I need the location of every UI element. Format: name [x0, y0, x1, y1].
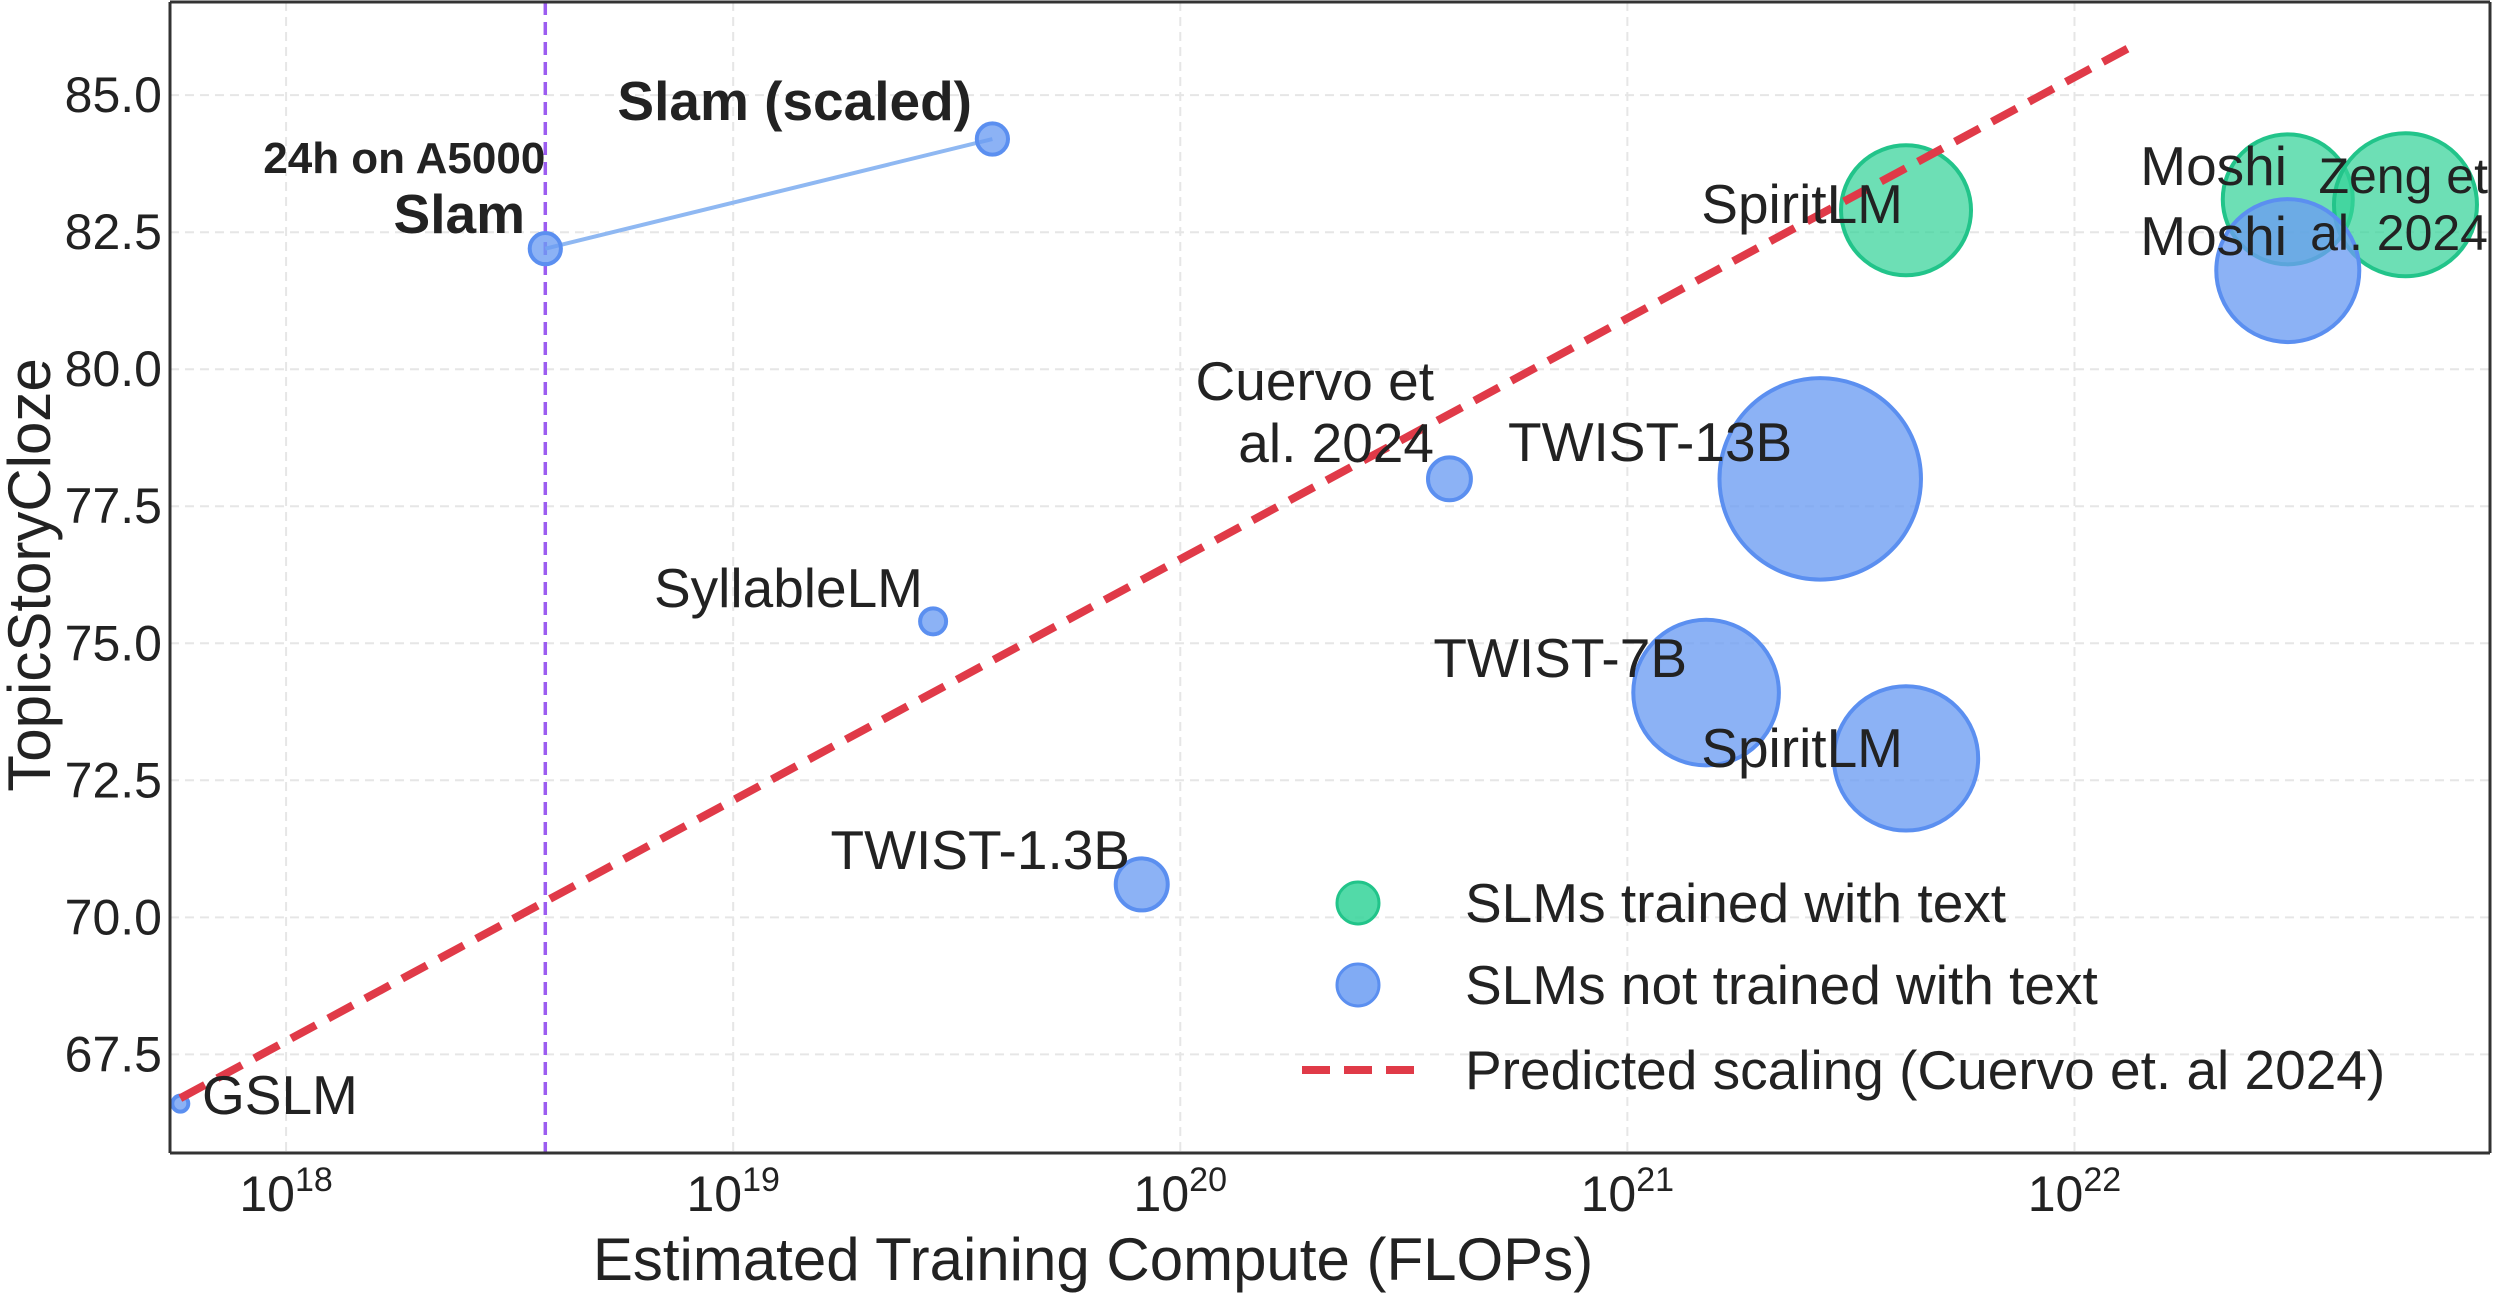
y-axis-title: TopicStoryCloze	[0, 358, 63, 792]
marker-notext-4	[1113, 856, 1170, 913]
marker-notext-7	[1631, 617, 1781, 768]
y-tick-label-1: 70.0	[65, 889, 162, 945]
grid	[170, 2, 2490, 1153]
slam-connector-group	[544, 137, 993, 251]
point-label-8: SpiritLM	[1701, 717, 1903, 779]
point-label-2: Slam (scaled)	[617, 70, 972, 132]
y-tick-label-7: 85.0	[65, 67, 162, 123]
y-tick-label-2: 72.5	[65, 752, 162, 808]
marker-notext-9	[2214, 197, 2362, 345]
threshold-line-group: 24h on A5000	[263, 2, 548, 1153]
x-tick-label-4: 1022	[2028, 1161, 2121, 1222]
marker-notext-3	[918, 606, 949, 637]
threshold-label: 24h on A5000	[263, 134, 545, 183]
x-tick-label-3: 1021	[1581, 1161, 1674, 1222]
point-labels: GSLM Slam Slam (scaled) SyllableLM TWIST-1.3…	[202, 70, 2488, 1126]
x-tick-label-1: 1019	[686, 1161, 779, 1222]
marker-notext-1	[527, 231, 563, 267]
legend: SLMs trained with text SLMs not trained w…	[1302, 872, 2385, 1101]
legend-label-scaling: Predicted scaling (Cuervo et. al 2024)	[1465, 1039, 2385, 1101]
legend-marker-with-text	[1335, 880, 1381, 926]
marker-notext-8	[1831, 684, 1981, 833]
point-label-1: Slam	[394, 183, 525, 245]
point-label-7: TWIST-7B	[1433, 627, 1687, 689]
slam-connector-line	[544, 137, 993, 251]
y-tick-label-0: 67.5	[65, 1026, 162, 1082]
y-tick-label-4: 77.5	[65, 478, 162, 534]
y-tick-label-3: 75.0	[65, 615, 162, 671]
point-label-6: TWIST-13B	[1508, 411, 1792, 473]
series-without-text	[170, 121, 2362, 1114]
legend-label-with-text: SLMs trained with text	[1465, 872, 2006, 934]
marker-text-2	[2331, 131, 2479, 279]
marker-notext-2	[974, 121, 1010, 157]
x-tick-label-0: 1018	[239, 1161, 332, 1222]
scaling-line-group	[178, 42, 2135, 1102]
scaling-line	[178, 42, 2135, 1102]
point-label-0: GSLM	[202, 1064, 358, 1126]
marker-notext-5	[1426, 455, 1473, 503]
y-tick-label-6: 82.5	[65, 204, 162, 260]
point-label-12: Zeng et	[2318, 148, 2488, 204]
point-label-5-line2: al. 2024	[1238, 412, 1434, 474]
marker-text-0	[1839, 143, 1974, 278]
point-label-9: Moshi	[2140, 205, 2287, 267]
x-axis-title: Estimated Training Compute (FLOPs)	[593, 1226, 1593, 1293]
point-label-12-line2: al. 2024	[2310, 205, 2488, 261]
point-label-5: Cuervo et	[1196, 350, 1434, 412]
y-tick-label-5: 80.0	[65, 341, 162, 397]
x-tick-label-2: 1020	[1134, 1161, 1227, 1222]
legend-label-without-text: SLMs not trained with text	[1465, 954, 2098, 1016]
point-label-4: TWIST-1.3B	[831, 819, 1131, 881]
point-label-10: SpiritLM	[1701, 173, 1903, 235]
marker-notext-6	[1717, 376, 1923, 582]
point-label-11: Moshi	[2140, 135, 2287, 197]
legend-marker-without-text	[1335, 962, 1381, 1008]
point-label-3: SyllableLM	[654, 557, 923, 619]
